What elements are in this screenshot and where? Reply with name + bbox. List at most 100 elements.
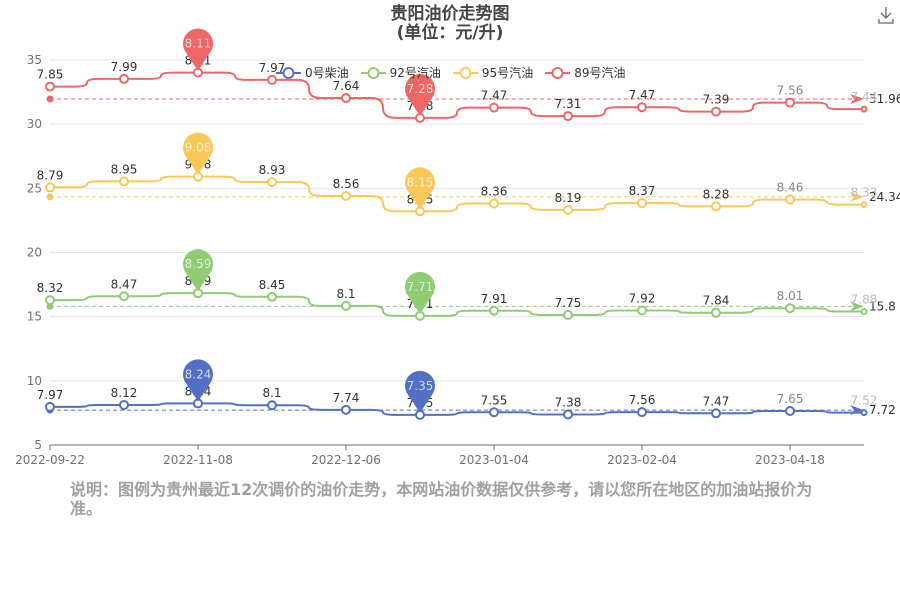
data-label: 8.1 [336,287,355,301]
max-markpoint-pin [183,132,213,175]
data-label: 8.93 [259,163,286,177]
y-tick-label: 25 [27,181,42,195]
y-tick-label: 30 [27,117,42,131]
data-point [563,111,573,122]
min-markpoint-label: 8.15 [407,175,434,189]
data-label: 8.45 [259,278,286,292]
min-markpoint-pin [404,271,435,314]
data-label: 7.92 [629,292,656,306]
chart-note: 说明：图例为贵州最近12次调价的油价走势，本网站油价数据仅供参考，请以您所在地区… [70,480,813,518]
data-point [860,409,868,417]
data-point [267,74,277,85]
data-label: 7.64 [333,79,360,93]
data-label: 7.97 [259,61,286,75]
legend-item[interactable]: 0号柴油 [276,64,349,81]
data-point [119,176,129,187]
legend-item[interactable]: 95号汽油 [452,64,534,81]
series-line-1 [50,292,864,317]
download-icon[interactable] [878,6,894,24]
data-point [267,291,277,302]
data-point [711,201,721,212]
data-point [860,105,868,113]
legend-label: 0号柴油 [305,66,349,80]
data-point [267,400,277,411]
data-point [860,201,868,209]
data-label: 7.56 [777,84,804,98]
data-label: 7.88 [851,293,878,307]
legend-marker-icon [276,66,301,79]
chart-title: 贵阳油价走势图 (单位：元/升) [0,5,900,43]
max-markpoint-pin [183,359,213,402]
legend-marker-icon [360,66,386,79]
x-tick-label: 2023-02-04 [607,453,677,467]
data-label: 7.56 [629,393,656,407]
y-tick-label: 20 [27,246,42,260]
series-line-2 [50,175,864,213]
data-label: 7.55 [481,393,508,407]
data-point [637,198,647,209]
y-tick-label: 15 [27,310,42,324]
data-label: 8.37 [629,184,656,198]
x-tick-label: 2023-01-04 [459,453,529,467]
legend-marker-icon [452,66,478,79]
data-point [341,191,351,202]
min-markpoint-pin [404,370,435,413]
data-label: 8.46 [777,181,804,195]
data-label: 7.74 [333,391,360,405]
avg-arrow [850,405,864,416]
data-label: 8.28 [703,187,730,201]
data-point [785,194,795,205]
data-point [785,405,795,416]
data-point [489,407,499,418]
avg-arrow [850,94,864,105]
data-label: 8.19 [555,191,582,205]
data-label: 8.95 [111,162,138,176]
data-label: 7.52 [851,394,878,408]
min-markpoint-pin [404,167,435,210]
data-point [563,409,573,420]
title-text: 贵阳油价走势图 [390,4,510,24]
data-label: 8.36 [481,184,508,198]
max-markpoint-label: 8.11 [185,37,212,51]
data-label: 8.1 [262,386,281,400]
data-point [341,300,351,311]
x-tick-label: 2022-09-22 [15,453,85,467]
data-point [637,305,647,316]
data-label: 7.47 [703,394,730,408]
data-label: 7.85 [37,68,64,82]
data-label: 7.31 [555,97,582,111]
data-point [489,305,499,316]
series-line-0 [50,402,864,416]
legend-item[interactable]: 89号汽油 [545,64,625,81]
data-label: 7.47 [629,88,656,102]
series-line-3 [50,71,864,119]
data-label: 7.38 [555,395,582,409]
data-label: 8.12 [111,386,138,400]
legend-label: 95号汽油 [481,66,534,80]
max-markpoint-label: 8.59 [185,257,212,271]
data-point [45,295,55,306]
avg-label: 15.8 [869,299,896,313]
legend-item[interactable]: 92号汽油 [360,64,441,81]
legend: 0号柴油 92号汽油 95号汽油 89号汽油 [276,64,625,81]
data-label: 8.47 [111,277,138,291]
avg-arrow [850,191,864,202]
x-tick-label: 2022-12-06 [311,453,381,467]
x-tick-label: 2022-11-08 [163,453,233,467]
data-point [45,182,55,193]
avg-label: 31.96 [869,92,900,106]
data-label: 7.44 [851,90,878,104]
data-point [637,407,647,418]
min-markpoint-pin [405,73,435,116]
data-label: 8.01 [777,289,804,303]
data-point [711,408,721,419]
data-point [341,92,351,103]
legend-label: 92号汽油 [389,66,441,80]
data-point [563,204,573,215]
y-tick-label: 35 [27,53,42,67]
data-label: 8.32 [37,281,64,295]
min-markpoint-label: 7.71 [407,280,434,294]
legend-label: 89号汽油 [574,66,626,80]
data-point [860,308,868,316]
